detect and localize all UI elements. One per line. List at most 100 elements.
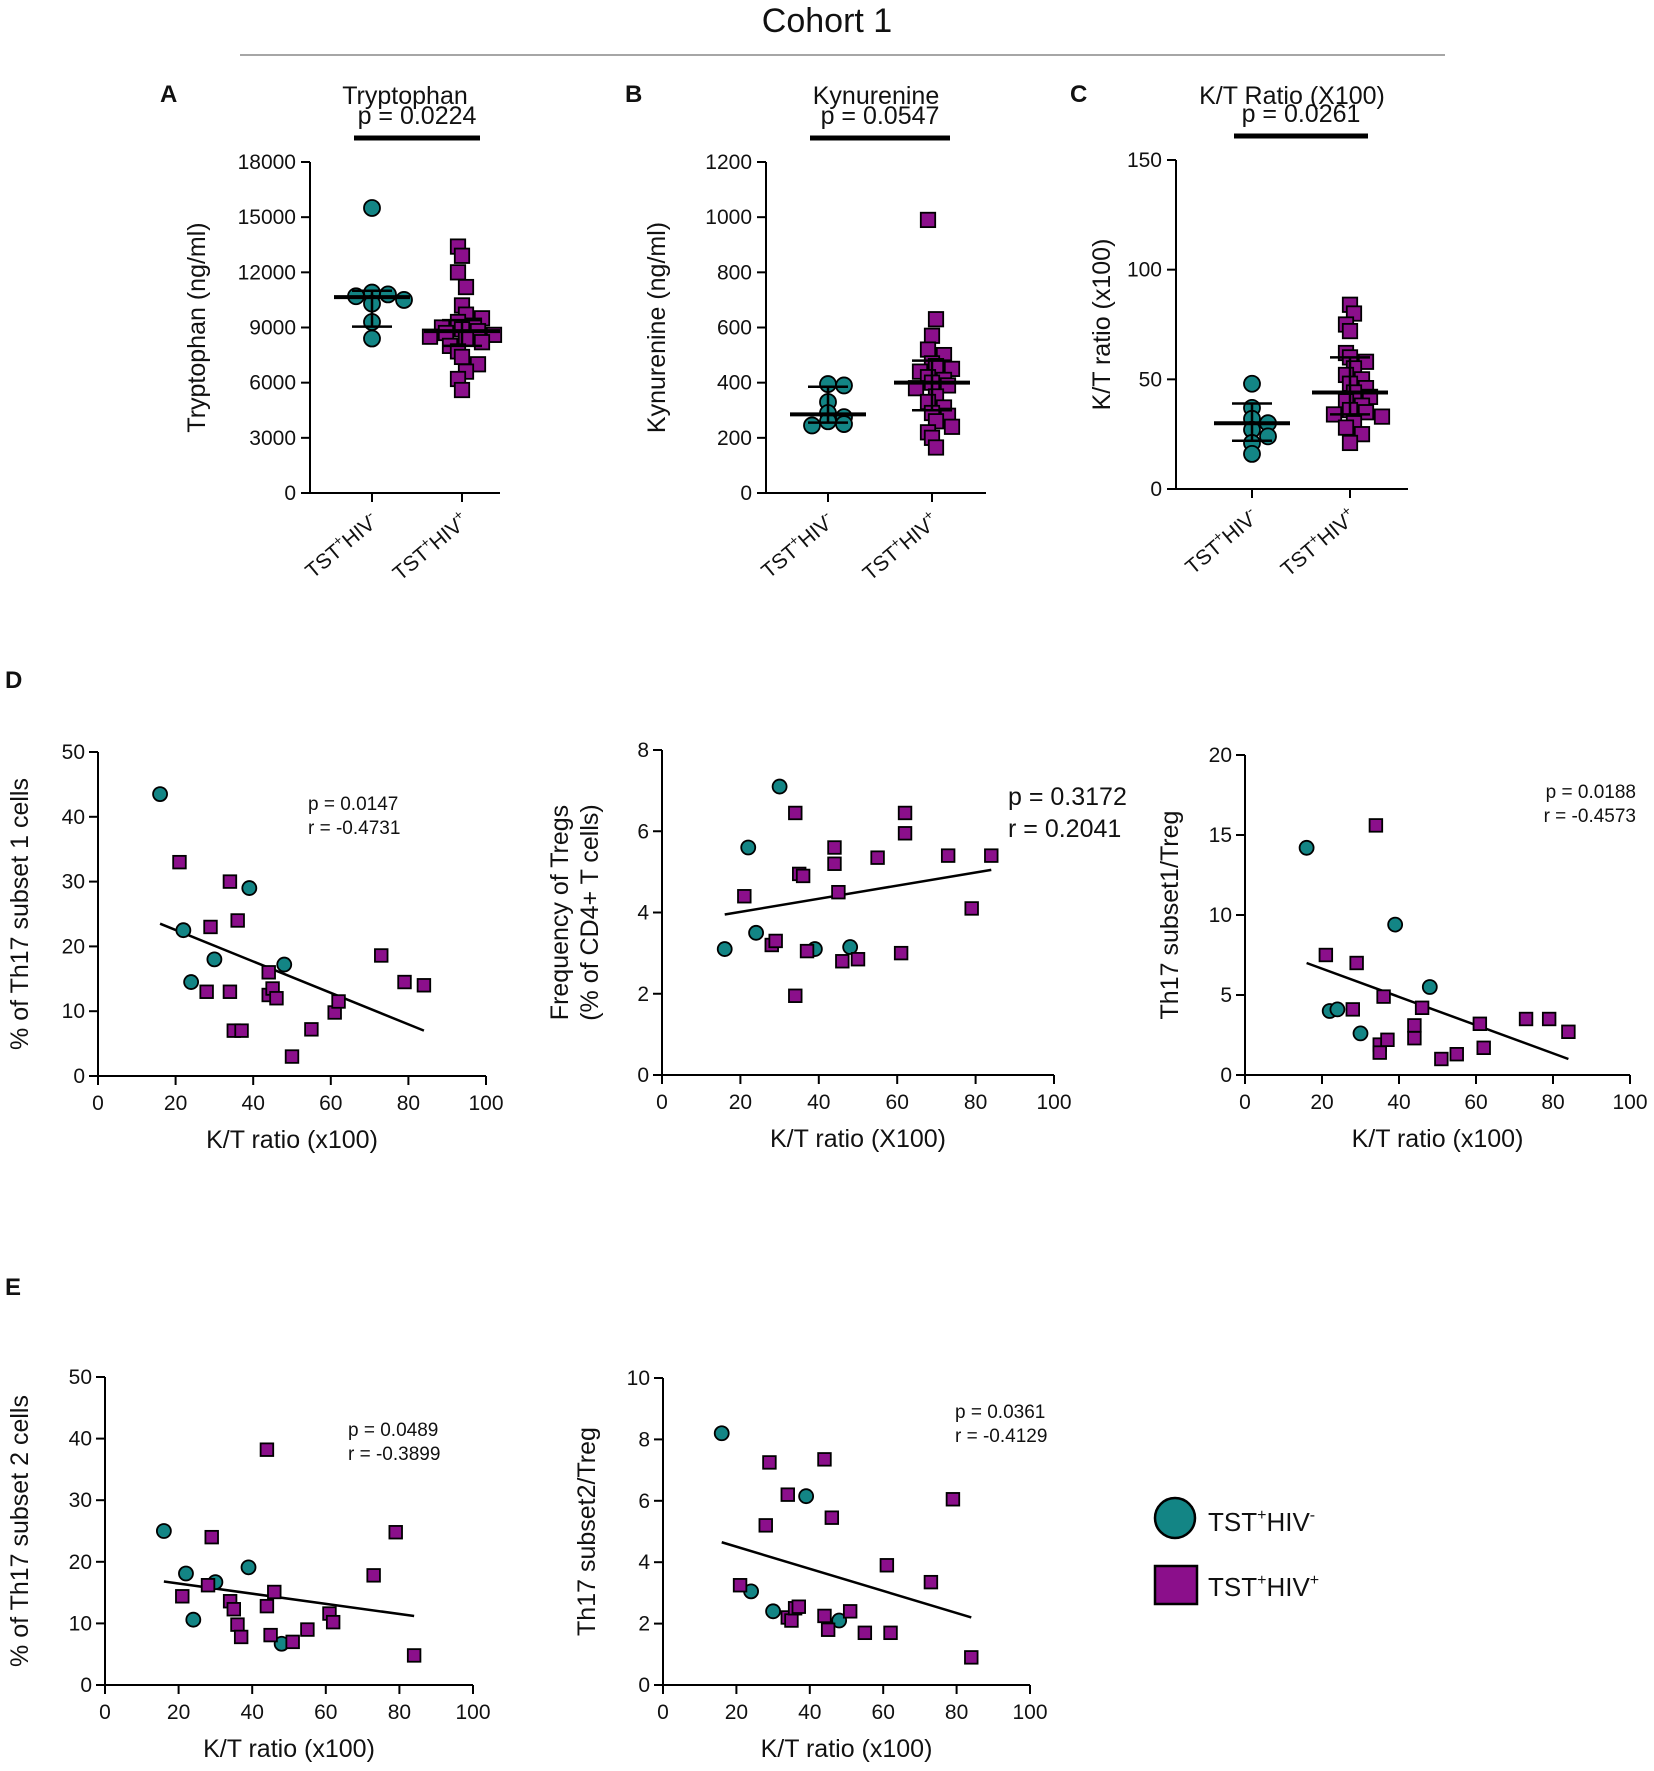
- x-tick-label: 40: [242, 1092, 265, 1115]
- x-tick-label: 100: [468, 1092, 503, 1115]
- data-point-square: [964, 901, 979, 916]
- legend-square-icon: [1153, 1564, 1199, 1606]
- data-point-square: [945, 1492, 961, 1507]
- chart-title: Kynurenine: [813, 82, 939, 110]
- y-tick-label: 0: [73, 1065, 85, 1088]
- data-point-square: [923, 327, 941, 344]
- data-point-square: [943, 418, 961, 435]
- data-point-square: [1434, 1051, 1449, 1067]
- x-tick-label: 20: [729, 1091, 752, 1114]
- x-axis-label: K/T ratio (x100): [203, 1735, 375, 1763]
- y-axis-label: Frequency of Tregs: [546, 805, 574, 1020]
- y-tick-label: 6: [638, 1490, 650, 1513]
- panel-label: E: [5, 1274, 21, 1301]
- data-point-circle: [276, 956, 293, 973]
- y-tick-label: 50: [1139, 368, 1162, 391]
- data-point-square: [817, 1608, 832, 1624]
- data-point-circle: [206, 951, 223, 968]
- x-tick-label: 80: [945, 1701, 968, 1724]
- data-point-square: [897, 805, 913, 821]
- data-point-square: [269, 991, 284, 1006]
- y-tick-label: 0: [1150, 478, 1162, 501]
- y-tick-label: 4: [637, 902, 649, 925]
- data-point-square: [788, 805, 803, 821]
- data-point-square: [842, 1604, 858, 1619]
- data-point-square: [799, 943, 815, 959]
- data-point-square: [261, 965, 276, 980]
- data-point-square: [883, 1625, 898, 1641]
- data-point-circle: [1387, 916, 1404, 933]
- y-axis-label: Kynurenine (ng/ml): [643, 222, 671, 433]
- y-tick-label: 0: [284, 482, 296, 505]
- x-tick-label: 0: [92, 1092, 104, 1115]
- x-category-label: TST+HIV-: [1179, 502, 1264, 579]
- x-category-label: TST+HIV-: [299, 506, 384, 583]
- correlation-stat: r = -0.4731: [308, 818, 400, 839]
- y-tick-label: 15000: [238, 206, 296, 229]
- correlation-stat: p = 0.0361: [955, 1402, 1045, 1423]
- data-point-square: [893, 945, 909, 961]
- data-point-square: [449, 264, 467, 281]
- data-point-square: [1368, 818, 1384, 833]
- panel-d-th17-subset1: D 0 10 20 30 40 50 0 20 40 60 80 100 K/T ratio (x100)…: [5, 667, 504, 1154]
- data-point-circle: [175, 922, 192, 939]
- data-point-square: [267, 1584, 282, 1600]
- data-point-circle: [1243, 445, 1261, 463]
- data-point-square: [1349, 955, 1364, 971]
- y-tick-label: 0: [80, 1674, 92, 1697]
- y-axis-label: % of Th17 subset 1 cells: [6, 778, 34, 1050]
- y-tick-label: 20: [1209, 744, 1232, 767]
- data-point-square: [964, 1650, 979, 1665]
- x-category-label: TST+HIV-: [755, 506, 840, 583]
- y-tick-label: 40: [69, 1428, 92, 1451]
- data-point-square: [827, 840, 842, 855]
- x-tick-label: 20: [164, 1092, 187, 1115]
- x-category-label: TST+HIV+: [1274, 502, 1361, 581]
- data-point-square: [732, 1578, 748, 1593]
- data-point-circle: [803, 416, 821, 435]
- cohort-title: Cohort 1: [762, 2, 892, 40]
- x-tick-label: 40: [1387, 1091, 1410, 1114]
- data-point-square: [1541, 1011, 1557, 1027]
- y-tick-label: 400: [717, 372, 752, 395]
- data-point-square: [1414, 1000, 1430, 1016]
- panel-c-kt-ratio: C K/T Ratio (X100)p = 0.0261 0 50 100 150 TST+…: [1070, 81, 1408, 581]
- data-point-square: [222, 984, 238, 999]
- data-point-square: [870, 850, 885, 865]
- correlation-stat: p = 0.0147: [308, 794, 398, 815]
- data-point-square: [927, 311, 945, 328]
- y-tick-label: 10: [62, 1000, 85, 1023]
- correlation-stat: r = -0.3899: [348, 1444, 440, 1465]
- y-tick-label: 4: [638, 1551, 650, 1574]
- x-tick-label: 60: [886, 1091, 909, 1114]
- data-point-square: [827, 856, 842, 871]
- data-point-square: [304, 1022, 319, 1037]
- panel-label: D: [5, 667, 22, 694]
- data-point-circle: [835, 376, 853, 395]
- data-point-square: [940, 848, 956, 863]
- legend-label-hiv-pos: TST+HIV+: [1208, 1572, 1319, 1602]
- y-tick-label: 9000: [249, 317, 296, 340]
- data-point-square: [919, 341, 937, 358]
- data-point-circle: [842, 939, 859, 955]
- y-tick-label: 600: [717, 317, 752, 340]
- data-point-square: [230, 913, 245, 928]
- data-point-square: [1337, 419, 1355, 436]
- y-tick-label: 3000: [249, 427, 296, 450]
- x-axis-label: K/T ratio (x100): [1352, 1125, 1524, 1153]
- data-point-square: [758, 1518, 773, 1533]
- data-point-circle: [240, 1559, 257, 1576]
- data-point-square: [737, 889, 752, 904]
- data-point-square: [1376, 989, 1391, 1004]
- data-point-circle: [740, 839, 757, 856]
- y-tick-label: 40: [62, 806, 85, 829]
- data-point-square: [762, 1455, 777, 1470]
- x-tick-label: 0: [657, 1701, 669, 1724]
- data-point-square: [923, 1574, 939, 1590]
- p-value-label: p = 0.0261: [1242, 100, 1361, 128]
- data-point-square: [879, 1558, 895, 1573]
- data-point-circle: [765, 1603, 781, 1620]
- y-tick-label: 150: [1127, 149, 1162, 172]
